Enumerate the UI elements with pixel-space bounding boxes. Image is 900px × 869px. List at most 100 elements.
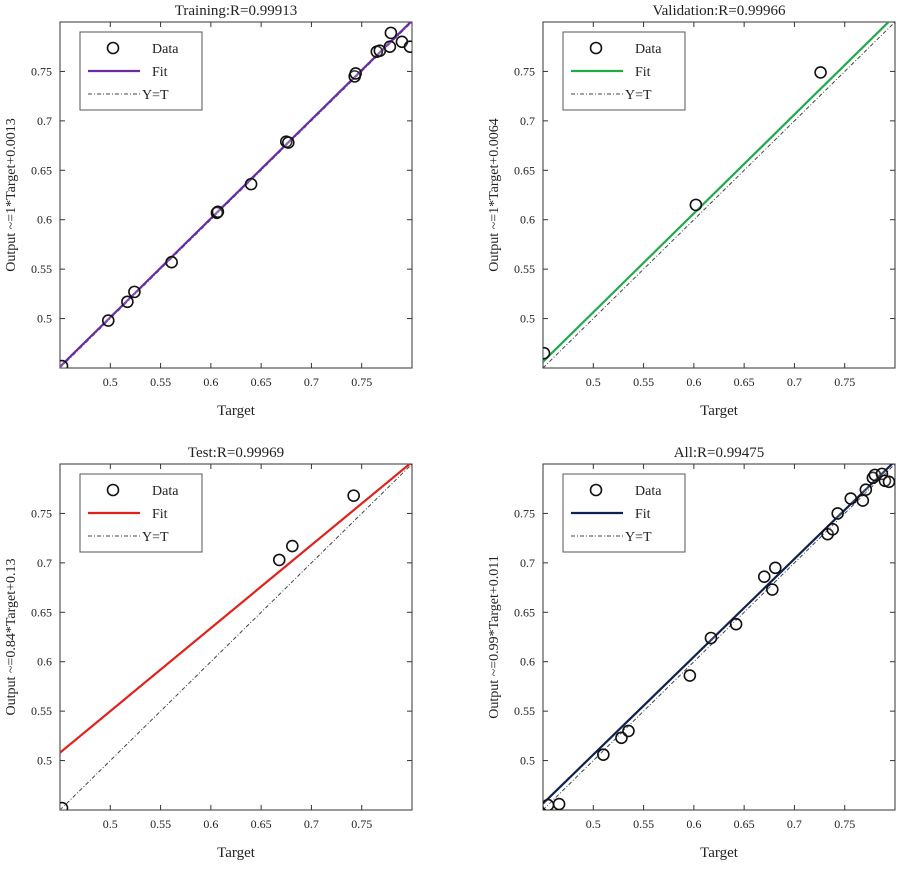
- y-tick-label: 0.5: [520, 312, 535, 326]
- x-tick-label: 0.7: [787, 375, 802, 389]
- data-point: [875, 467, 889, 481]
- data-point: [757, 570, 771, 583]
- x-tick-label: 0.6: [203, 817, 218, 831]
- chart-title: All:R=0.99475: [674, 445, 765, 461]
- data-point: [121, 295, 134, 309]
- y-tick-label: 0.65: [31, 605, 52, 619]
- y-tick-label: 0.55: [31, 704, 52, 718]
- y-tick-label: 0.5: [520, 754, 535, 768]
- legend: Data Fit Y=T: [562, 473, 686, 553]
- data-point: [769, 561, 782, 575]
- x-tick-label: 0.55: [633, 817, 654, 831]
- x-tick-label: 0.65: [734, 817, 755, 831]
- y-tick-label: 0.55: [31, 262, 52, 276]
- y-tick-label: 0.6: [520, 655, 535, 669]
- data-point: [729, 617, 743, 631]
- identity-line: [543, 22, 895, 368]
- x-tick-label: 0.7: [787, 817, 802, 831]
- data-point: [856, 494, 870, 507]
- data-point: [403, 40, 412, 54]
- x-tick-label: 0.65: [251, 375, 272, 389]
- data-point: [543, 798, 555, 810]
- data-point: [347, 489, 360, 502]
- legend: Data Fit Y=T: [79, 473, 203, 553]
- y-axis-label: Output ~=0.99*Target+0.011: [487, 555, 502, 719]
- legend-label-data: Data: [635, 42, 662, 57]
- y-axis-label: Output ~=0.84*Target+0.13: [4, 558, 19, 715]
- legend-label-identity: Y=T: [625, 530, 652, 545]
- x-tick-label: 0.5: [103, 375, 118, 389]
- x-tick-label: 0.7: [304, 375, 319, 389]
- data-point: [826, 522, 839, 536]
- data-point: [552, 797, 566, 810]
- legend-label-fit: Fit: [152, 507, 168, 522]
- y-tick-label: 0.55: [514, 262, 535, 276]
- x-tick-label: 0.6: [203, 375, 218, 389]
- y-tick-label: 0.75: [31, 506, 52, 520]
- x-tick-label: 0.75: [834, 375, 855, 389]
- data-point: [597, 748, 610, 761]
- x-tick-label: 0.6: [686, 817, 701, 831]
- data-point: [101, 314, 115, 327]
- x-tick-label: 0.55: [633, 375, 654, 389]
- chart-panel-2: Validation:R=0.99966 0.5 0.55 0.6 0.65 0.7 0.7…: [487, 3, 896, 419]
- y-tick-label: 0.65: [514, 605, 535, 619]
- y-tick-label: 0.75: [514, 64, 535, 78]
- y-tick-label: 0.5: [37, 754, 52, 768]
- chart-panel-1: Training:R=0.99913 0.5 0.55 0.6 0.65 0.7 0.75 0…: [4, 3, 413, 419]
- data-point: [281, 136, 295, 149]
- legend-label-fit: Fit: [152, 65, 168, 80]
- x-tick-label: 0.75: [351, 375, 372, 389]
- y-tick-label: 0.65: [31, 163, 52, 177]
- data-point: [286, 539, 299, 553]
- data-point: [689, 198, 703, 212]
- y-tick-label: 0.7: [37, 114, 52, 128]
- x-tick-label: 0.55: [150, 375, 171, 389]
- data-point: [831, 507, 844, 520]
- data-point: [211, 205, 225, 219]
- legend-data-marker: [106, 41, 120, 55]
- identity-line: [60, 464, 412, 810]
- data-point: [766, 583, 779, 596]
- data-point: [244, 177, 258, 191]
- legend-label-identity: Y=T: [142, 88, 169, 103]
- y-tick-label: 0.75: [514, 506, 535, 520]
- x-tick-label: 0.6: [686, 375, 701, 389]
- legend: Data Fit Y=T: [562, 31, 686, 111]
- legend-label-data: Data: [152, 484, 179, 499]
- legend-label-fit: Fit: [635, 507, 651, 522]
- data-point: [859, 483, 873, 497]
- data-point: [272, 553, 286, 567]
- x-tick-label: 0.75: [351, 817, 372, 831]
- x-tick-label: 0.75: [834, 817, 855, 831]
- x-axis-label: Target: [217, 403, 256, 419]
- y-tick-label: 0.75: [31, 64, 52, 78]
- x-tick-label: 0.55: [150, 817, 171, 831]
- data-point: [622, 724, 635, 738]
- x-axis-label: Target: [217, 845, 256, 861]
- x-axis-label: Target: [700, 845, 739, 861]
- y-tick-label: 0.65: [514, 163, 535, 177]
- chart-title: Training:R=0.99913: [175, 3, 298, 19]
- x-tick-label: 0.5: [586, 375, 601, 389]
- fit-line: [543, 22, 891, 363]
- data-point: [383, 40, 397, 54]
- data-point: [349, 67, 362, 80]
- legend-label-identity: Y=T: [142, 530, 169, 545]
- legend-label-fit: Fit: [635, 65, 651, 80]
- y-tick-label: 0.6: [37, 655, 52, 669]
- chart-panel-3: Test:R=0.99969 0.5 0.55 0.6 0.65 0.7 0.75 0.5 0.…: [4, 445, 413, 861]
- x-tick-label: 0.5: [103, 817, 118, 831]
- legend-data-marker: [589, 41, 603, 55]
- chart-panel-4: All:R=0.99475 0.5 0.55 0.6 0.65 0.7 0.75 0.5 0.5…: [487, 445, 896, 861]
- y-axis-label: Output ~=1*Target+0.0013: [4, 118, 19, 272]
- data-point: [882, 475, 895, 489]
- y-axis-label: Output ~=1*Target+0.0064: [487, 118, 502, 272]
- legend-data-marker: [106, 483, 120, 497]
- x-tick-label: 0.65: [251, 817, 272, 831]
- x-tick-label: 0.65: [734, 375, 755, 389]
- x-axis-label: Target: [700, 403, 739, 419]
- data-point: [165, 255, 178, 269]
- data-point: [384, 26, 398, 40]
- legend-data-marker: [589, 483, 603, 497]
